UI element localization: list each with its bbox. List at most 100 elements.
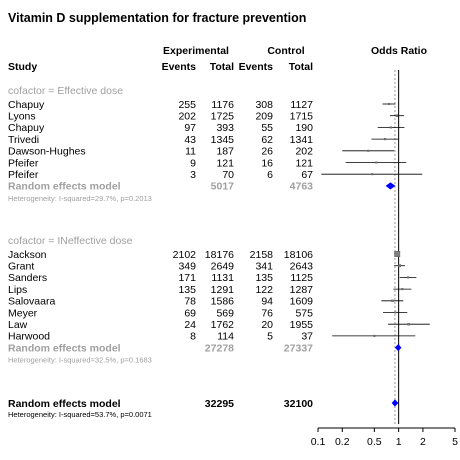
study-name: Lyons	[8, 111, 36, 123]
study-name: Salovaara	[8, 296, 55, 308]
exp-total: 2649	[211, 261, 235, 273]
study-name: Jackson	[8, 249, 47, 261]
ctrl-events: 94	[261, 296, 273, 308]
ctrl-events: 20	[261, 319, 273, 331]
exp-events: 2102	[173, 249, 197, 261]
exp-total: 1762	[211, 319, 235, 331]
point-estimate	[373, 334, 376, 337]
point-estimate	[375, 161, 378, 164]
ctrl-total: 202	[295, 146, 313, 158]
ctrl-events: 135	[255, 272, 273, 284]
forest-rows: cofactor = Effective dose Chapuy 255 1176 30…	[8, 85, 313, 419]
exp-total: 121	[216, 157, 234, 169]
point-estimate	[384, 138, 387, 141]
ctrl-total: 2643	[290, 261, 314, 273]
header-experimental: Experimental	[163, 45, 229, 57]
exp-events: 135	[178, 284, 196, 296]
ctrl-total: 575	[295, 307, 313, 319]
exp-events: 255	[178, 99, 196, 111]
subgroup-re-exp-total: 27278	[205, 342, 234, 354]
header-e-total: Total	[210, 61, 234, 73]
exp-total: 1586	[211, 296, 235, 308]
ctrl-events: 6	[267, 169, 273, 181]
ctrl-events: 76	[261, 307, 273, 319]
ctrl-total: 1125	[290, 272, 313, 284]
subgroup-re-exp-total: 5017	[211, 181, 235, 193]
point-estimate	[367, 149, 370, 152]
study-name: Meyer	[8, 307, 38, 319]
exp-total: 1725	[211, 111, 235, 123]
point-estimate	[394, 311, 397, 314]
subgroup-re-ctrl-total: 4763	[290, 181, 314, 193]
exp-total: 18176	[205, 249, 234, 261]
exp-total: 114	[217, 331, 234, 343]
point-estimate	[398, 264, 402, 268]
chart-title: Vitamin D supplementation for fracture p…	[8, 11, 306, 25]
forest-plot-area	[321, 70, 430, 424]
overall-exp-total: 32295	[205, 398, 234, 410]
overall-heterogeneity: Heterogeneity: I-squared=53.7%, p=0.0071	[8, 410, 152, 419]
exp-events: 97	[184, 122, 196, 134]
ctrl-events: 55	[261, 122, 273, 134]
point-estimate	[391, 299, 394, 302]
ctrl-total: 1609	[290, 296, 314, 308]
ctrl-total: 1715	[290, 111, 314, 123]
header-odds-ratio: Odds Ratio	[371, 45, 427, 57]
subgroup-label: cofactor = Effective dose	[8, 85, 123, 97]
x-tick-label: 0.2	[335, 436, 350, 448]
study-name: Trivedi	[8, 134, 39, 146]
point-estimate	[394, 251, 401, 257]
ctrl-events: 308	[255, 99, 273, 111]
x-tick-label: 2	[420, 436, 426, 448]
x-tick-label: 1	[396, 436, 402, 448]
exp-events: 8	[190, 331, 196, 343]
header-e-events: Events	[162, 61, 197, 73]
overall-ctrl-total: 32100	[284, 398, 313, 410]
x-tick-label: 0.5	[367, 436, 382, 448]
subgroup-re-ctrl-total: 27337	[284, 342, 313, 354]
ctrl-events: 26	[261, 146, 273, 158]
ctrl-events: 341	[255, 261, 273, 273]
study-name: Pfeifer	[8, 169, 39, 181]
ctrl-total: 1955	[290, 319, 314, 331]
x-tick-label: 0.1	[311, 436, 326, 448]
subgroup-label: cofactor = INeffective dose	[8, 235, 133, 247]
exp-total: 569	[216, 307, 234, 319]
x-axis: 0.1 0.2 0.5 1 2 5	[311, 427, 458, 448]
exp-total: 1291	[211, 284, 235, 296]
ctrl-total: 18106	[284, 249, 313, 261]
exp-total: 1131	[211, 272, 234, 284]
overall-re-label: Random effects model	[8, 398, 121, 410]
subgroup-re-label: Random effects model	[8, 342, 121, 354]
study-name: Harwood	[8, 331, 50, 343]
exp-events: 43	[184, 134, 196, 146]
header-control: Control	[267, 45, 304, 57]
exp-events: 3	[190, 169, 196, 181]
ctrl-events: 2158	[250, 249, 274, 261]
exp-events: 69	[184, 307, 196, 319]
point-estimate	[371, 173, 374, 176]
header-study: Study	[8, 61, 37, 73]
exp-total: 393	[216, 122, 234, 134]
exp-events: 171	[178, 272, 196, 284]
ctrl-total: 1341	[290, 134, 314, 146]
subgroup-re-label: Random effects model	[8, 181, 121, 193]
study-name: Pfeifer	[8, 157, 39, 169]
subgroup-diamond	[394, 343, 402, 352]
ctrl-total: 67	[301, 169, 313, 181]
point-estimate	[407, 322, 410, 326]
point-estimate	[389, 126, 392, 129]
study-name: Sanders	[8, 272, 47, 284]
point-estimate	[407, 276, 410, 279]
subgroup-heterogeneity: Heterogeneity: I-squared=29.7%, p=0.2013	[8, 194, 152, 203]
exp-total: 1176	[211, 99, 234, 111]
exp-events: 202	[178, 111, 196, 123]
point-estimate	[395, 114, 399, 117]
ctrl-total: 190	[295, 122, 313, 134]
study-name: Chapuy	[8, 99, 45, 111]
subgroup-diamond	[385, 182, 396, 190]
x-tick-label: 5	[452, 436, 458, 448]
study-name: Grant	[8, 261, 34, 273]
exp-total: 187	[216, 146, 234, 158]
study-name: Chapuy	[8, 122, 45, 134]
